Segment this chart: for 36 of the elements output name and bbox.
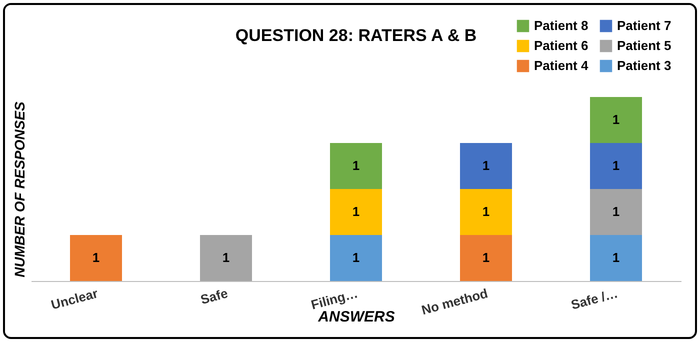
bar [330, 235, 382, 281]
x-tick-label: No method [420, 286, 490, 318]
bar [460, 143, 512, 189]
bar [70, 235, 122, 281]
x-tick-label: Safe /… [569, 286, 620, 312]
bar [200, 235, 252, 281]
data-label: 1 [352, 158, 360, 173]
chart-title: QUESTION 28: RATERS A & B [235, 26, 477, 45]
legend-label: Patient 5 [617, 38, 672, 53]
data-label: 1 [612, 112, 620, 127]
bar [590, 143, 642, 189]
data-label: 1 [92, 250, 100, 265]
y-axis-title: NUMBER OF RESPONSES [12, 100, 28, 278]
x-tick-label: Unclear [49, 286, 100, 312]
legend-label: Patient 8 [534, 18, 588, 33]
legend-label: Patient 3 [617, 58, 672, 73]
data-label: 1 [352, 250, 360, 265]
data-label: 1 [352, 204, 360, 219]
x-tick-label: Safe [198, 286, 230, 308]
legend-label: Patient 4 [534, 58, 589, 73]
bar [590, 235, 642, 281]
data-label: 1 [612, 158, 620, 173]
bar [330, 189, 382, 235]
bar [590, 97, 642, 143]
bar [590, 189, 642, 235]
bar [460, 189, 512, 235]
data-label: 1 [222, 250, 230, 265]
data-label: 1 [612, 204, 620, 219]
data-label: 1 [612, 250, 620, 265]
bar [460, 235, 512, 281]
legend-label: Patient 7 [617, 18, 672, 33]
data-label: 1 [482, 158, 490, 173]
data-label: 1 [482, 250, 490, 265]
bar [330, 143, 382, 189]
data-label: 1 [482, 204, 490, 219]
legend-label: Patient 6 [534, 38, 588, 53]
